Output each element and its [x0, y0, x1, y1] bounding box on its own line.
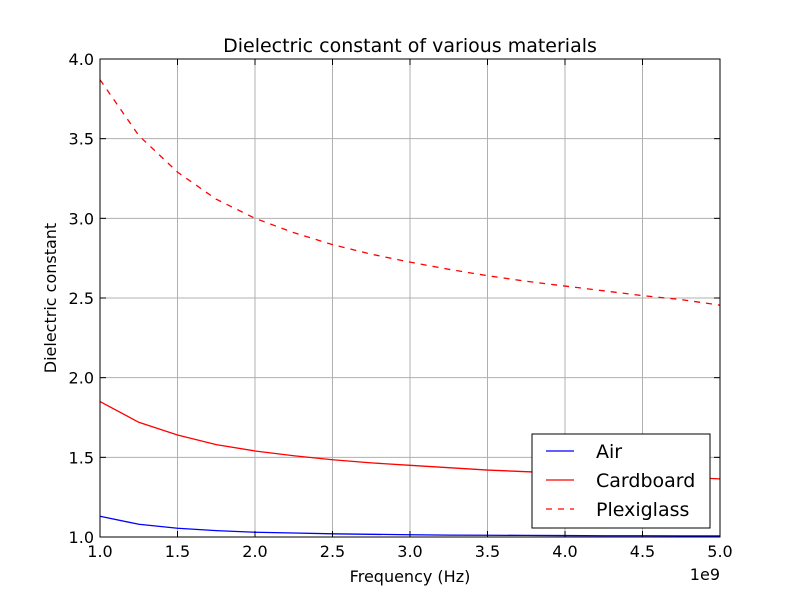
y-axis-title: Dielectric constant	[41, 223, 60, 373]
x-tick-label: 4.0	[552, 542, 577, 561]
legend-label: Air	[596, 441, 622, 463]
y-tick-label: 3.5	[69, 130, 94, 149]
x-tick-label: 1.0	[87, 542, 112, 561]
x-tick-label: 3.0	[397, 542, 422, 561]
legend: Air Cardboard Plexiglass	[531, 433, 711, 529]
x-tick-label: 4.5	[630, 542, 655, 561]
series-line-plexiglass	[99, 79, 721, 306]
chart-title: Dielectric constant of various materials	[223, 35, 597, 57]
x-tick-label: 2.0	[242, 542, 267, 561]
y-tick-label: 2.0	[69, 369, 94, 388]
x-axis-title: Frequency (Hz)	[350, 567, 471, 586]
x-tick-label: 1.5	[165, 542, 190, 561]
ticks: 1.0 1.5 2.0 2.5 3.0 3.5 4.0 4.5 5.0 1.0 1.5 2.0 2.5 3…	[69, 50, 733, 561]
x-tick-label: 3.5	[475, 542, 500, 561]
legend-label: Cardboard	[596, 470, 695, 492]
x-tick-label: 2.5	[320, 542, 345, 561]
grid	[99, 58, 721, 538]
x-tick-label: 5.0	[707, 542, 732, 561]
y-tick-label: 1.5	[69, 448, 94, 467]
legend-box	[531, 433, 711, 529]
y-tick-label: 4.0	[69, 50, 94, 69]
y-tick-label: 1.0	[69, 528, 94, 547]
y-tick-label: 3.0	[69, 209, 94, 228]
y-tick-label: 2.5	[69, 289, 94, 308]
legend-label: Plexiglass	[596, 499, 689, 521]
x-axis-offset-label: 1e9	[690, 565, 720, 584]
